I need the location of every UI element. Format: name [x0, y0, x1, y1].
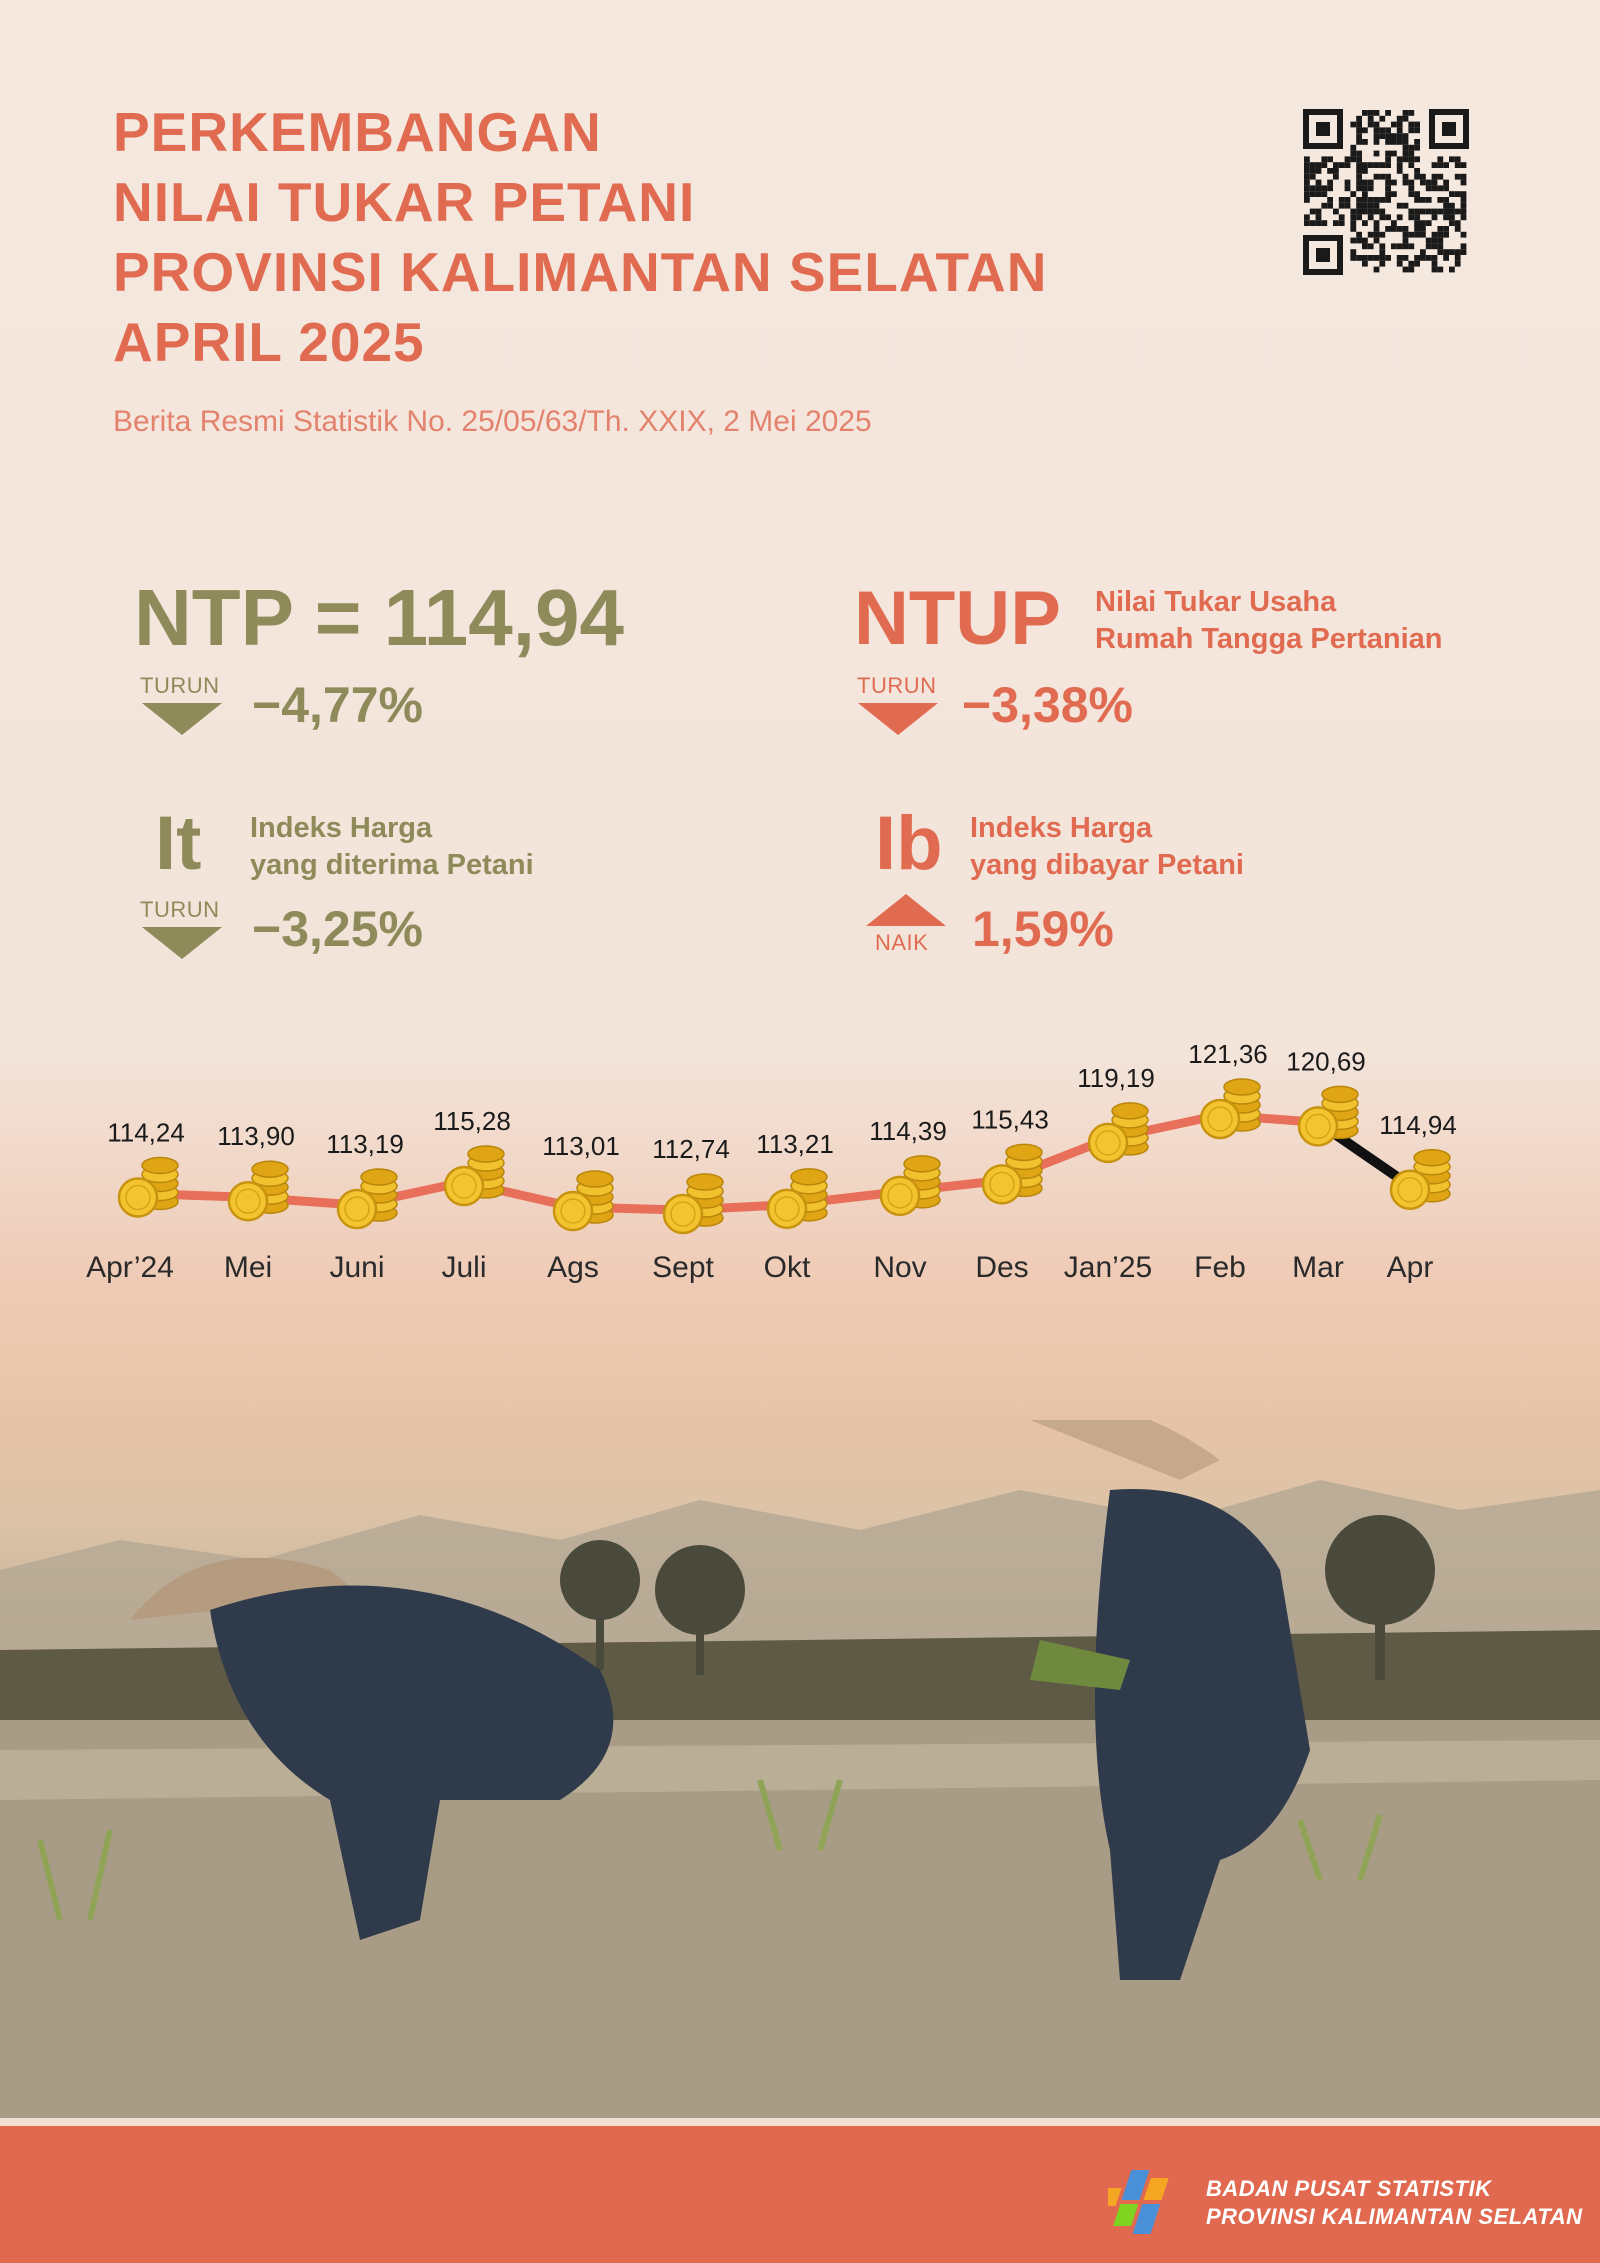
it-direction-label: TURUN — [140, 897, 220, 922]
it-label: It — [155, 801, 202, 886]
coin-stack-icon — [879, 1155, 941, 1217]
bps-logo-icon — [1108, 2170, 1169, 2234]
chart-value-label: 115,43 — [971, 1104, 1049, 1134]
ib-up-arrow-icon — [866, 894, 946, 926]
chart-category-label: Jan’25 — [1064, 1251, 1152, 1284]
coin-stack-icon — [117, 1156, 179, 1218]
footer-bar: BADAN PUSAT STATISTIK PROVINSI KALIMANTA… — [0, 2118, 1600, 2263]
it-desc-2: yang diterima Petani — [250, 849, 534, 881]
chart-value-label: 113,01 — [542, 1131, 620, 1161]
chart-value-label: 114,24 — [107, 1117, 185, 1147]
chart-category-label: Mar — [1292, 1251, 1344, 1284]
ntup-change: −3,38% — [962, 677, 1133, 733]
ntp-direction-label: TURUN — [140, 673, 220, 698]
ib-desc-1: Indeks Harga — [970, 812, 1153, 844]
chart-value-label: 112,74 — [652, 1134, 730, 1164]
it-change: −3,25% — [252, 901, 423, 957]
coin-stack-icon — [336, 1168, 398, 1230]
chart-value-label: 113,19 — [326, 1129, 404, 1159]
chart-category-label: Apr’24 — [86, 1251, 174, 1284]
ntup-label: NTUP — [854, 576, 1061, 661]
it-desc-1: Indeks Harga — [250, 812, 433, 844]
coin-stack-icon — [1389, 1149, 1451, 1211]
coin-stack-icon — [443, 1145, 505, 1207]
coin-stack-icon — [981, 1143, 1043, 1205]
chart-value-label: 113,90 — [217, 1121, 295, 1151]
chart-category-label: Okt — [764, 1251, 811, 1284]
coin-stack-icon — [227, 1160, 289, 1222]
chart-category-label: Feb — [1194, 1251, 1246, 1284]
coin-stack-icon — [552, 1170, 614, 1232]
chart-category-label: Apr — [1387, 1251, 1434, 1284]
coin-stack-icon — [1297, 1085, 1359, 1147]
ntp-value: NTP = 114,94 — [134, 573, 624, 662]
chart-value-label: 115,28 — [433, 1106, 511, 1136]
ntup-desc-2: Rumah Tangga Pertanian — [1095, 623, 1443, 655]
rice-field-scene — [0, 1420, 1600, 2118]
chart-category-label: Juli — [441, 1251, 486, 1284]
qr-code-icon[interactable] — [1302, 108, 1470, 276]
chart-category-label: Juni — [329, 1251, 384, 1284]
chart-value-label: 114,39 — [869, 1116, 947, 1146]
title-line-2: NILAI TUKAR PETANI — [113, 171, 696, 233]
ib-label: Ib — [875, 801, 943, 886]
ib-change: 1,59% — [972, 901, 1114, 957]
ntup-desc-1: Nilai Tukar Usaha — [1095, 586, 1337, 618]
chart-category-label: Sept — [652, 1251, 714, 1284]
title-line-4: APRIL 2025 — [113, 311, 425, 373]
ib-desc-2: yang dibayar Petani — [970, 849, 1244, 881]
ntp-change: −4,77% — [252, 677, 423, 733]
title-line-1: PERKEMBANGAN — [113, 101, 602, 163]
coin-stack-icon — [662, 1173, 724, 1235]
coin-stack-icon — [1199, 1078, 1261, 1140]
chart-category-label: Mei — [224, 1251, 272, 1284]
title-line-3: PROVINSI KALIMANTAN SELATAN — [113, 241, 1048, 303]
coin-stack-icon — [1087, 1102, 1149, 1164]
coin-stack-icon — [766, 1168, 828, 1230]
ib-direction-label: NAIK — [875, 930, 929, 955]
ntp-down-arrow-icon — [142, 703, 222, 735]
ntup-down-arrow-icon — [858, 703, 938, 735]
chart-value-label: 113,21 — [756, 1129, 834, 1159]
chart-category-label: Ags — [547, 1251, 599, 1284]
chart-value-label: 114,94 — [1379, 1110, 1457, 1140]
chart-value-label: 121,36 — [1188, 1039, 1268, 1069]
chart-value-label: 119,19 — [1077, 1063, 1155, 1093]
it-down-arrow-icon — [142, 927, 222, 959]
bps-name-line-2: PROVINSI KALIMANTAN SELATAN — [1206, 2204, 1583, 2229]
bps-name-line-1: BADAN PUSAT STATISTIK — [1206, 2176, 1492, 2201]
chart-value-label: 120,69 — [1286, 1046, 1366, 1076]
chart-category-label: Nov — [873, 1251, 926, 1284]
ntp-trend-chart: 114,24 113,90 113,19 115,28 113,01 112,74 113,… — [86, 1039, 1457, 1284]
ntup-direction-label: TURUN — [857, 673, 937, 698]
chart-category-label: Des — [975, 1251, 1028, 1284]
release-subtitle: Berita Resmi Statistik No. 25/05/63/Th. … — [113, 405, 872, 438]
